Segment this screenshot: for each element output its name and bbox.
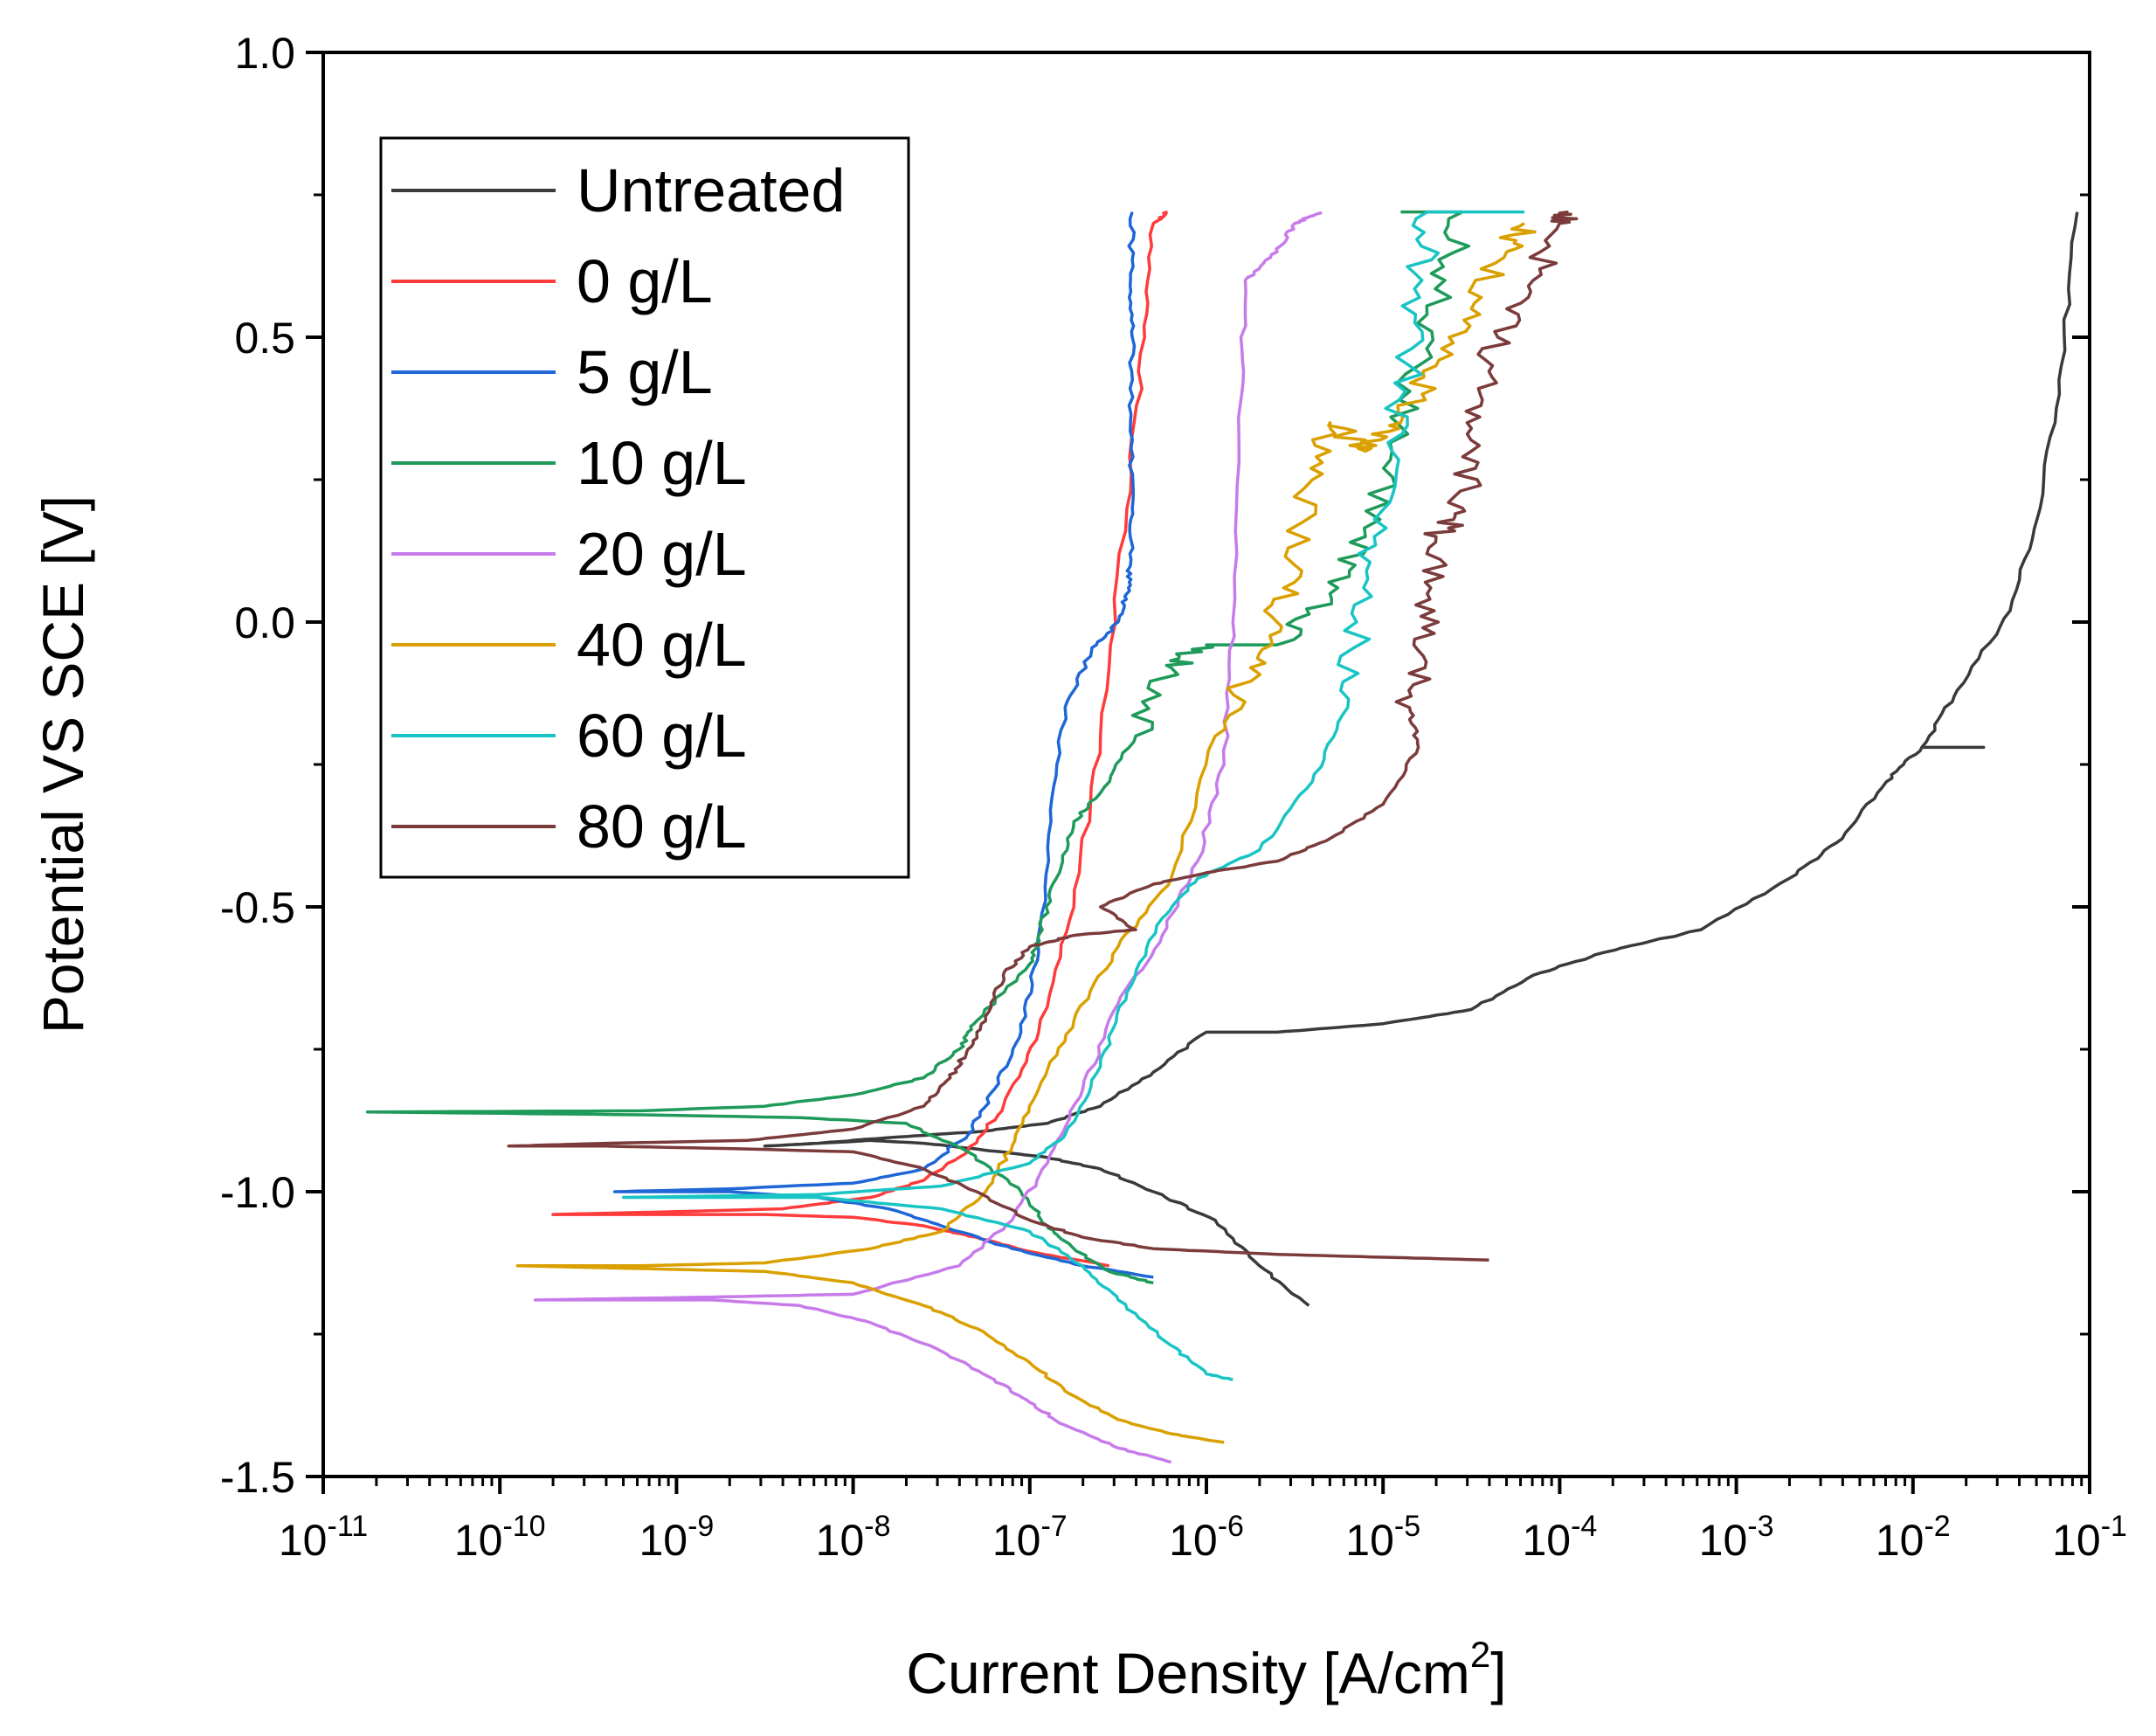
series-line-4 [533, 211, 1323, 1464]
legend: Untreated 0 g/L 5 g/L 10 g/L 20 g/L 40 g/L 60 … [379, 136, 910, 879]
series-line-0 [763, 211, 2079, 1307]
x-axis-title: Current Density [A/cm2] [906, 1634, 1506, 1705]
legend-label: 0 g/L [577, 247, 713, 315]
x-tick-label: 10-2 [1876, 1510, 1951, 1565]
legend-label: 10 g/L [577, 429, 747, 497]
legend-box [379, 136, 910, 879]
series-line-7 [507, 210, 1579, 1262]
x-tick-label: 10-4 [1522, 1510, 1597, 1565]
y-tick-label: 1.0 [234, 29, 295, 78]
axis-ticks: 10-11 10-10 10-9 10-8 10-7 10-6 10-5 10-4 10-3 10… [220, 29, 2127, 1565]
y-tick-label: 0.5 [234, 314, 295, 363]
x-tick-label: 10-10 [454, 1510, 546, 1565]
legend-label: 20 g/L [577, 520, 747, 588]
legend-label: 80 g/L [577, 792, 747, 861]
series-line-2 [612, 211, 1154, 1279]
y-axis-title: Potential VS SCE [V] [31, 495, 95, 1034]
y-tick-label: -1.0 [220, 1168, 295, 1217]
x-tick-label: 10-11 [279, 1510, 368, 1565]
x-axis-title-main: Current Density [A/cm [906, 1641, 1470, 1705]
x-tick-label: 10-6 [1169, 1510, 1244, 1565]
y-tick-label: -1.5 [220, 1453, 295, 1502]
y-tick-label: -0.5 [220, 883, 295, 932]
legend-label: 5 g/L [577, 338, 713, 406]
legend-label: 40 g/L [577, 611, 747, 679]
x-tick-label: 10-3 [1699, 1510, 1774, 1565]
x-tick-label: 10-7 [992, 1510, 1068, 1565]
series-line-3 [365, 210, 1471, 1285]
y-tick-label: 0.0 [234, 598, 295, 647]
legend-label: 60 g/L [577, 702, 747, 770]
legend-label: Untreated [577, 156, 845, 225]
x-tick-label: 10-8 [816, 1510, 891, 1565]
series-line-5 [515, 222, 1537, 1444]
x-tick-label: 10-9 [639, 1510, 714, 1565]
x-axis-title-end: ] [1490, 1641, 1506, 1705]
series-line-1 [551, 210, 1168, 1268]
x-tick-label: 10-1 [2052, 1510, 2127, 1565]
plot-area [365, 210, 2079, 1464]
series-line-6 [621, 210, 1524, 1381]
x-axis-title-sup: 2 [1470, 1634, 1490, 1675]
x-tick-label: 10-5 [1345, 1510, 1420, 1565]
